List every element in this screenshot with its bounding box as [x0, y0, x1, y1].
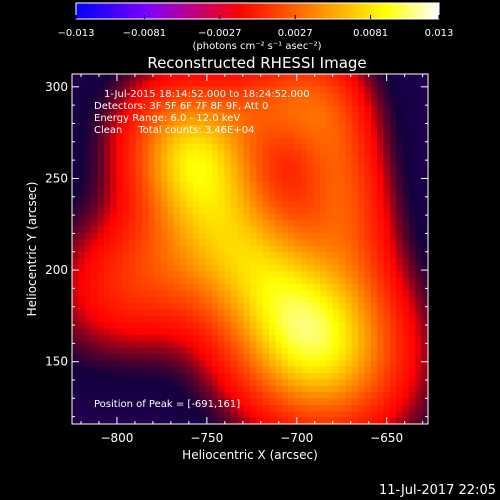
x-axis-label: Heliocentric X (arcsec) — [182, 448, 318, 462]
y-tick-label: 250 — [45, 171, 68, 185]
x-tick-label: −650 — [370, 431, 403, 445]
chart-title: Reconstructed RHESSI Image — [147, 54, 366, 72]
colorbar-tick-label: −0.0081 — [123, 28, 166, 39]
x-tick-label: −700 — [280, 431, 313, 445]
plot-area: −800 −750 −700 −650 150 200 250 300 — [45, 73, 429, 445]
plot-frame — [71, 73, 429, 425]
colorbar: −0.013 −0.0081 −0.0027 0.0027 0.0081 0.013 (p… — [57, 2, 453, 52]
heatmap-image — [72, 74, 428, 424]
colorbar-tick-label: −0.0027 — [198, 28, 241, 39]
colorbar-ticks: −0.013 −0.0081 −0.0027 0.0027 0.0081 0.013 — [57, 15, 453, 39]
y-tick-label: 300 — [45, 80, 68, 94]
annotation-time-range: 1-Jul-2015 18:14:52.000 to 18:24:52.000 — [104, 89, 310, 100]
colorbar-tick-label: 0.0081 — [353, 28, 388, 39]
annotation-energy-range: Energy Range: 6.0 - 12.0 keV — [94, 113, 240, 124]
x-axis-ticks: −800 −750 −700 −650 — [80, 74, 424, 445]
colorbar-tick-label: −0.013 — [57, 28, 94, 39]
y-axis-ticks: 150 200 250 300 — [45, 80, 428, 418]
y-tick-label: 200 — [45, 263, 68, 277]
x-tick-label: −800 — [100, 431, 133, 445]
colorbar-strip — [75, 2, 440, 20]
annotation-total-counts: Clean Total counts: 3.46E+04 — [94, 125, 254, 136]
annotation-detectors: Detectors: 3F 5F 6F 7F 8F 9F, Att 0 — [94, 101, 268, 112]
footer-date: 11-Jul-2017 22:05 — [379, 483, 496, 498]
colorbar-unit-label: (photons cm⁻² s⁻¹ asec⁻²) — [192, 41, 321, 52]
y-axis-label: Heliocentric Y (arcsec) — [25, 182, 39, 317]
peak-position-label: Position of Peak = [-691,161] — [94, 399, 240, 410]
observation-annotations: 1-Jul-2015 18:14:52.000 to 18:24:52.000 … — [94, 89, 310, 410]
colorbar-tick-label: 0.013 — [425, 28, 454, 39]
colorbar-tick-label: 0.0027 — [278, 28, 313, 39]
x-tick-label: −750 — [190, 431, 223, 445]
y-tick-label: 150 — [45, 355, 68, 369]
